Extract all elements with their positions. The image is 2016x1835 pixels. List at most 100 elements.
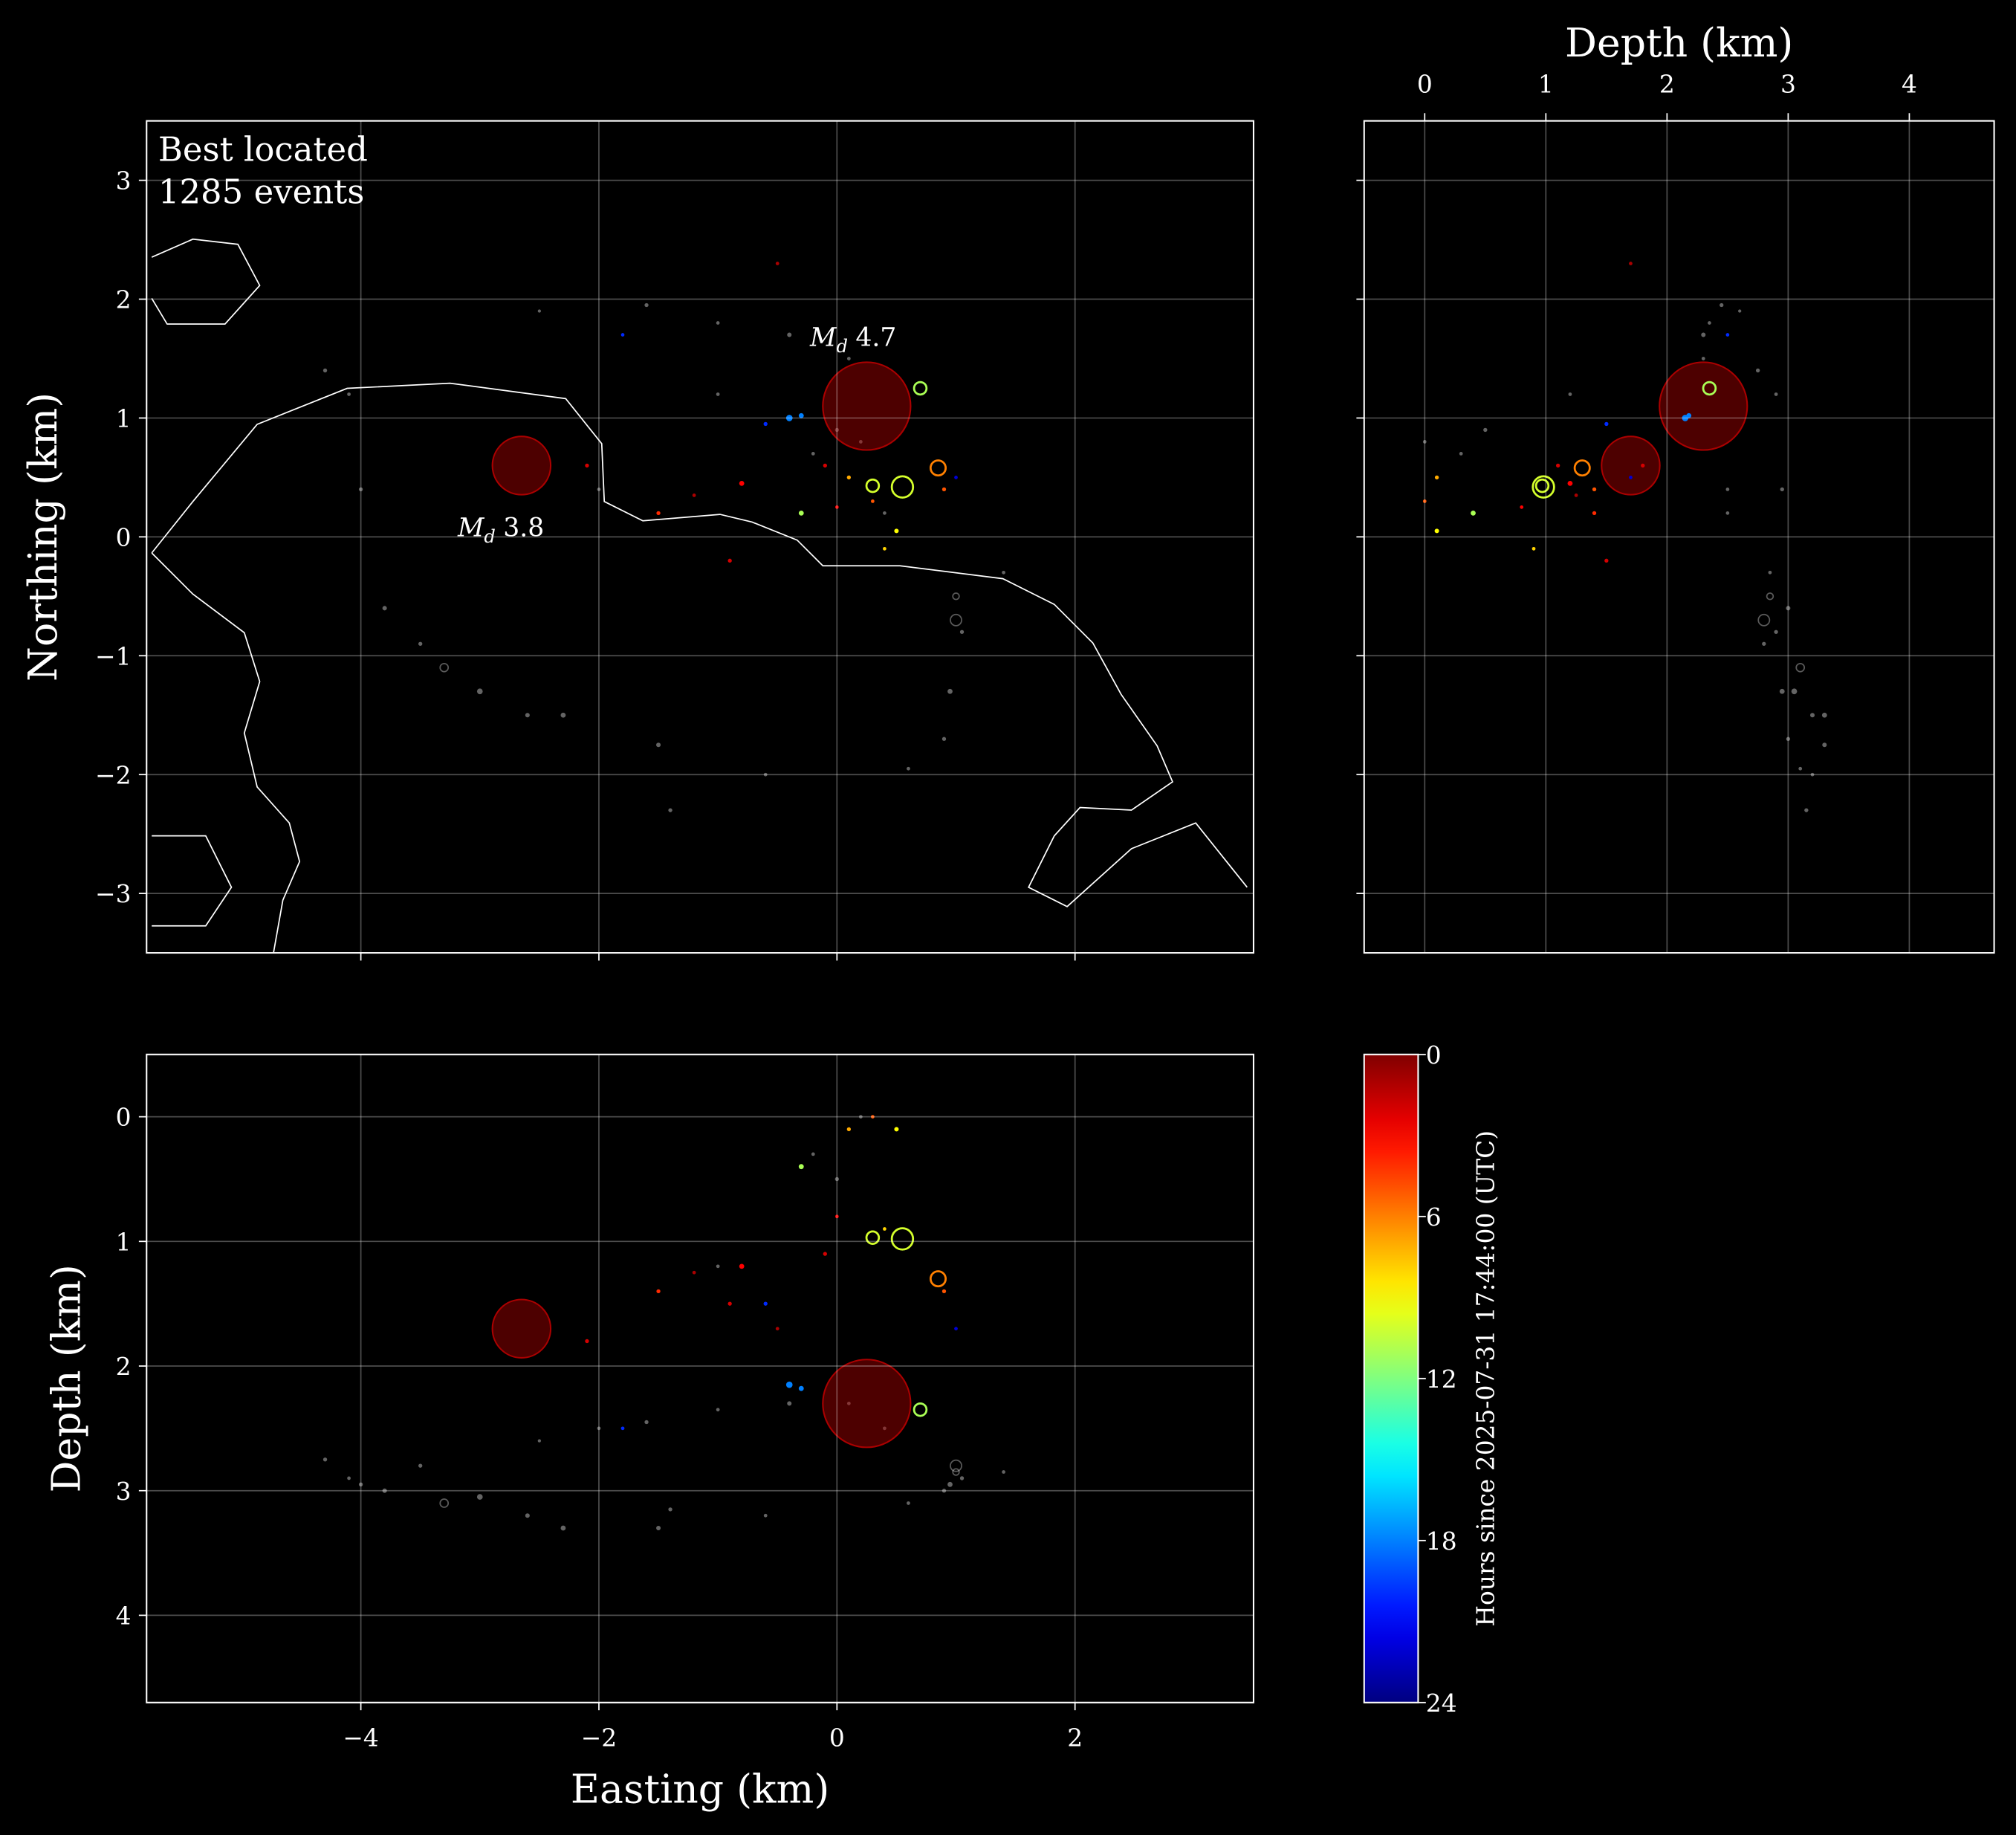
- event: [822, 361, 912, 451]
- background-event: [418, 1463, 423, 1468]
- magnitude-subscript: d: [484, 526, 496, 547]
- background-event: [941, 1489, 947, 1493]
- event: [1434, 475, 1439, 480]
- background-event: [763, 1513, 768, 1518]
- event: [585, 1339, 589, 1344]
- background-event: [1774, 392, 1778, 396]
- y-tick-label: 2: [116, 285, 132, 314]
- event: [1532, 475, 1555, 499]
- background-event: [811, 452, 815, 456]
- axes-frame: [146, 1053, 1255, 1703]
- background-event: [1768, 570, 1772, 575]
- event: [1601, 436, 1661, 496]
- background-event: [716, 1408, 720, 1412]
- magnitude-value: 3.8: [503, 513, 544, 543]
- x-axis-label: Easting (km): [571, 1766, 829, 1813]
- event: [585, 463, 589, 468]
- event: [1725, 333, 1730, 337]
- x-tick-label: 0: [829, 1724, 845, 1753]
- event: [620, 333, 625, 337]
- background-event: [323, 368, 328, 373]
- background-event: [834, 427, 839, 433]
- event: [1573, 459, 1591, 477]
- background-event: [952, 592, 960, 601]
- background-event: [668, 808, 672, 812]
- event: [491, 1298, 552, 1359]
- background-event: [1786, 606, 1791, 611]
- colorbar: [1363, 1053, 1419, 1703]
- event: [913, 381, 928, 396]
- y-tick-label: 4: [116, 1602, 132, 1631]
- magnitude-value: 4.7: [855, 323, 896, 352]
- background-event: [525, 1513, 530, 1518]
- coastline: [151, 238, 1248, 954]
- magnitude-label: Md 4.7: [809, 323, 896, 357]
- background-event: [811, 1152, 815, 1156]
- event: [1702, 381, 1717, 396]
- magnitude-subscript: d: [836, 336, 848, 357]
- event: [846, 1127, 852, 1132]
- background-event: [947, 688, 953, 694]
- magnitude-symbol: M: [809, 323, 837, 352]
- background-event: [537, 309, 542, 313]
- event: [1686, 412, 1692, 418]
- magnitude-symbol: M: [457, 513, 485, 543]
- event: [890, 1227, 915, 1251]
- background-event: [418, 641, 423, 646]
- y-tick-label: 3: [116, 1477, 132, 1506]
- event: [798, 1164, 804, 1170]
- x-tick-label: 2: [1067, 1724, 1083, 1753]
- event: [692, 493, 696, 497]
- event: [846, 475, 852, 480]
- background-event: [668, 1507, 672, 1512]
- event: [763, 1301, 768, 1306]
- x-tick-label: 2: [1659, 70, 1675, 99]
- background-event: [1821, 712, 1827, 718]
- x-tick-label: −2: [581, 1724, 617, 1753]
- event: [1471, 510, 1476, 516]
- background-event: [1762, 641, 1766, 646]
- background-event: [656, 1526, 661, 1531]
- panel-note: Best located: [158, 129, 368, 169]
- colorbar-tick-label: 18: [1426, 1527, 1457, 1556]
- background-event: [858, 1115, 863, 1119]
- event: [692, 1270, 696, 1275]
- y-tick-label: 3: [116, 166, 132, 195]
- event: [1604, 558, 1609, 563]
- background-event: [347, 1476, 351, 1480]
- event: [739, 481, 745, 486]
- event: [954, 1327, 958, 1331]
- background-event: [476, 688, 483, 695]
- event: [1629, 262, 1633, 265]
- event: [785, 1381, 793, 1388]
- background-event: [834, 1177, 839, 1182]
- background-event: [597, 1426, 601, 1431]
- y-tick-label: −1: [95, 641, 131, 670]
- event: [871, 1115, 875, 1119]
- background-event: [959, 630, 965, 634]
- background-event: [1422, 440, 1427, 444]
- event: [1555, 463, 1560, 468]
- event: [894, 528, 899, 534]
- background-event: [941, 737, 947, 741]
- event: [929, 1270, 947, 1288]
- colorbar-tick-label: 24: [1426, 1689, 1457, 1718]
- x-tick-label: 1: [1538, 70, 1554, 99]
- x-tick-label: 4: [1902, 70, 1917, 99]
- y-tick-label: 0: [116, 522, 132, 551]
- event: [871, 499, 875, 503]
- event: [941, 1289, 947, 1294]
- background-event: [716, 1264, 720, 1269]
- background-event: [1791, 688, 1798, 695]
- event: [656, 1289, 661, 1294]
- event: [727, 558, 732, 563]
- magnitude-label: Md 3.8: [457, 513, 544, 547]
- event: [1422, 499, 1427, 503]
- background-event: [560, 712, 566, 718]
- event: [1567, 481, 1573, 486]
- event: [823, 463, 827, 468]
- background-event: [883, 1426, 887, 1431]
- background-event: [1810, 772, 1815, 777]
- y-tick-label: 1: [116, 1227, 132, 1256]
